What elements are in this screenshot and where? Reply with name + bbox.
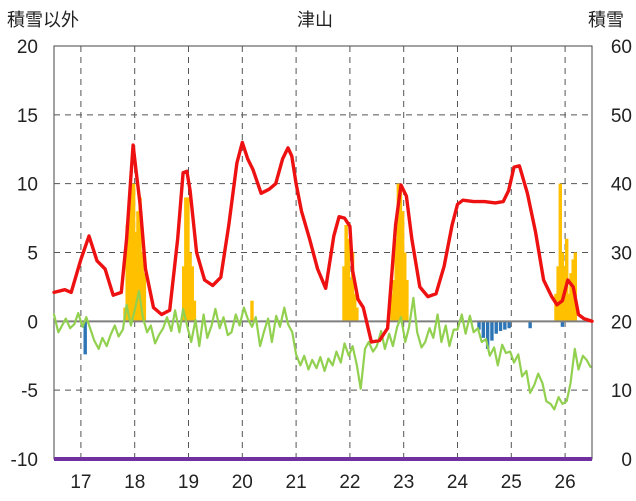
green-line [52,289,592,411]
x-tick: 17 [70,472,91,493]
snow-bar [142,273,147,322]
snow-bar [394,238,398,322]
y-right-tick: 60 [611,37,632,58]
snow-bar [556,266,560,322]
snow-bar [405,280,409,322]
blue-bar [494,321,498,334]
snow-bar [355,307,359,322]
snow-bar [188,252,192,322]
y-right-tick: 0 [621,450,632,471]
x-tick: 26 [555,472,576,493]
snow-bar [554,293,558,322]
snow-bar [134,231,138,322]
snow-bar [346,238,350,322]
x-tick: 18 [124,472,145,493]
snow-bar [390,293,394,322]
y-left-tick: 0 [27,312,38,333]
blue-bar [477,321,481,330]
x-tick: 19 [178,472,199,493]
snow-bar [127,211,132,322]
left-axis-title: 積雪以外 [7,10,79,31]
y-left-tick: 15 [17,106,38,127]
snow-bar [573,252,578,322]
snow-bar [396,183,401,322]
snow-bar [398,183,403,322]
y-left-tick: 5 [27,244,38,265]
chart-title: 津山 [297,10,333,31]
x-tick: 25 [501,472,522,493]
snow-bar [560,252,565,322]
snow-bar [344,224,348,322]
y-right-tick: 10 [611,381,632,402]
y-right-tick: 40 [611,175,632,196]
snow-bar [400,211,405,322]
snow-bar [353,293,357,322]
snow-bar [186,197,190,322]
snow-bar [250,300,254,322]
snow-bar [342,266,346,322]
y-right-tick: 50 [611,106,632,127]
right-axis-title: 積雪 [588,10,624,31]
blue-bar [485,321,490,349]
blue-bar [503,321,507,330]
snow-bar [192,300,197,322]
x-tick: 20 [232,472,253,493]
snow-bar [190,266,194,322]
y-left-tick: 10 [17,175,38,196]
snow-bar [392,280,396,322]
blue-bar [560,321,565,327]
snow-bar [569,273,573,322]
blue-bar [83,321,87,355]
snow-bar [348,280,353,322]
y-right-tick: 20 [611,312,632,333]
snow-bar [140,252,144,322]
snow-bar [125,224,129,322]
blue-bar [507,321,511,329]
y-right-tick: 30 [611,244,632,265]
blue-bar [490,321,494,341]
y-left-tick: 20 [17,37,38,58]
blue-bar [498,321,503,331]
x-tick: 21 [286,472,307,493]
x-tick: 22 [339,472,360,493]
snow-bar [403,252,407,322]
blue-bar [528,321,532,329]
red-line [52,140,594,344]
x-tick: 23 [393,472,414,493]
y-left-tick: -5 [21,381,38,402]
snow-bar [129,183,134,322]
snow-bar [138,197,142,322]
snow-bar [181,266,186,322]
snow-bar [184,197,188,322]
blue-bar [481,321,486,338]
y-left-tick: -10 [11,450,38,471]
snow-bar [131,183,136,322]
snow-bar [136,211,140,322]
snow-bar [350,252,355,322]
x-tick: 24 [447,472,469,493]
snow-bar [558,183,562,322]
snow-bar [567,293,571,322]
